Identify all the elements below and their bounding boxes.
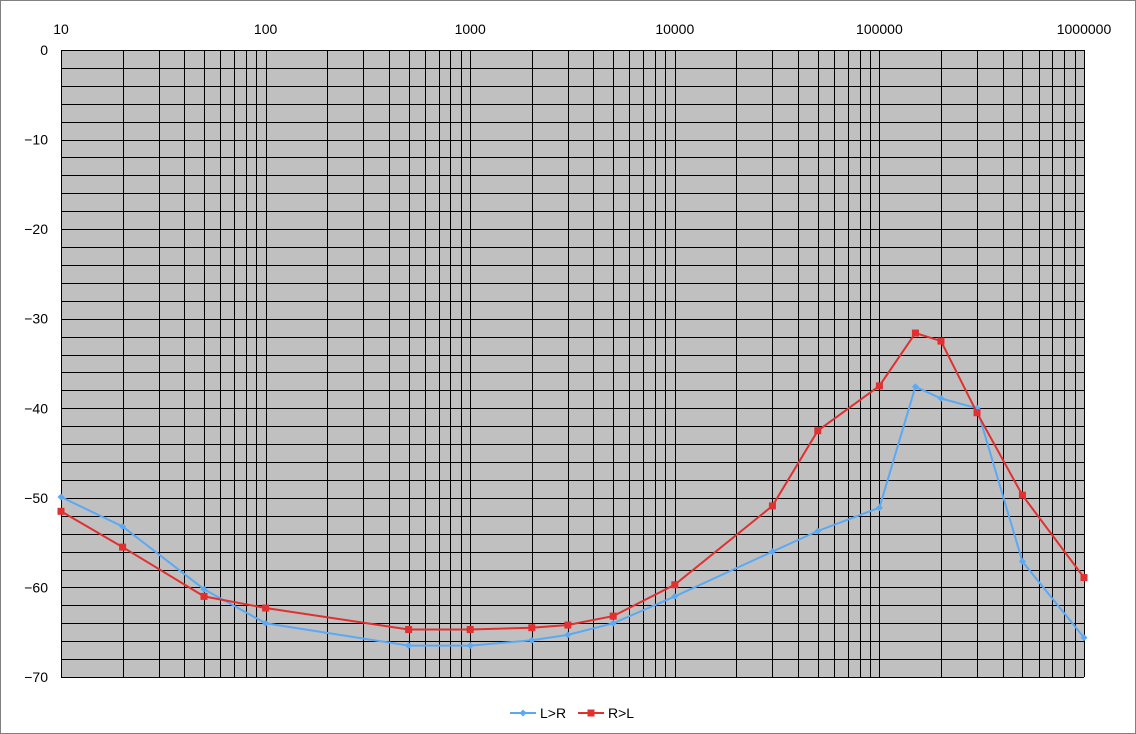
legend-item: L>R (510, 705, 566, 721)
data-point (519, 709, 527, 717)
y-tick-label: −10 (24, 132, 48, 148)
data-point (564, 631, 572, 639)
data-point (405, 642, 413, 650)
data-point (200, 592, 208, 600)
x-tick-label: 100 (254, 21, 278, 37)
data-point (528, 624, 536, 632)
series-line (60, 385, 1085, 647)
series-lr (57, 383, 1088, 650)
series-line (60, 331, 1085, 631)
data-point (973, 409, 981, 417)
data-point (1080, 574, 1088, 582)
data-point (609, 612, 617, 620)
data-point (262, 619, 270, 627)
data-point (564, 621, 572, 629)
data-point (1018, 491, 1026, 499)
y-tick-label: 0 (40, 42, 48, 58)
data-point (262, 604, 270, 612)
x-tick-labels: 10 100 1000 10000 100000 1000000 (53, 21, 1111, 37)
y-tick-label: −70 (24, 669, 48, 685)
x-tick-label: 100000 (856, 21, 903, 37)
data-point (466, 642, 474, 650)
y-tick-labels: 0 −10 −20 −30 −40 −50 −60 −70 (24, 42, 48, 685)
data-point (57, 493, 65, 501)
data-point (768, 548, 776, 556)
x-tick-label: 10 (53, 21, 69, 37)
data-point (1080, 634, 1088, 642)
data-point (814, 527, 822, 535)
data-point (937, 337, 945, 345)
data-point (814, 427, 822, 435)
y-tick-label: −60 (24, 579, 48, 595)
series-layer (57, 329, 1088, 650)
data-point (119, 543, 127, 551)
data-point (937, 394, 945, 402)
data-point (671, 581, 679, 589)
y-tick-label: −40 (24, 400, 48, 416)
data-point (587, 709, 595, 717)
y-tick-label: −30 (24, 311, 48, 327)
data-point (911, 329, 919, 337)
y-tick-label: −50 (24, 490, 48, 506)
x-tick-label: 1000 (455, 21, 486, 37)
data-point (1018, 557, 1026, 565)
data-point (528, 636, 536, 644)
x-tick-label: 10000 (655, 21, 694, 37)
series-rl (57, 329, 1088, 634)
data-point (609, 619, 617, 627)
legend-label: R>L (608, 705, 634, 721)
data-point (57, 507, 65, 515)
data-point (768, 502, 776, 510)
data-point (405, 626, 413, 634)
legend: L>R R>L (510, 705, 634, 721)
data-point (200, 585, 208, 593)
legend-item: R>L (578, 705, 634, 721)
plot-background (61, 50, 1084, 677)
data-point (911, 383, 919, 391)
data-point (671, 592, 679, 600)
data-point (119, 523, 127, 531)
y-tick-label: −20 (24, 221, 48, 237)
legend-label: L>R (540, 705, 566, 721)
data-point (875, 382, 883, 390)
data-point (875, 504, 883, 512)
grid-lines (61, 50, 1085, 678)
data-point (466, 626, 474, 634)
x-tick-label: 1000000 (1057, 21, 1112, 37)
